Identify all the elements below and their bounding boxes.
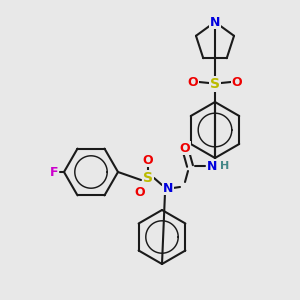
Text: N: N [207, 160, 217, 172]
Text: N: N [163, 182, 173, 194]
Text: F: F [50, 166, 58, 178]
Text: S: S [210, 77, 220, 91]
Text: N: N [210, 16, 220, 28]
Text: H: H [220, 161, 230, 171]
Text: S: S [143, 171, 153, 185]
Text: O: O [180, 142, 190, 154]
Text: O: O [232, 76, 242, 88]
Text: O: O [143, 154, 153, 166]
Text: O: O [135, 187, 145, 200]
Text: O: O [188, 76, 198, 88]
